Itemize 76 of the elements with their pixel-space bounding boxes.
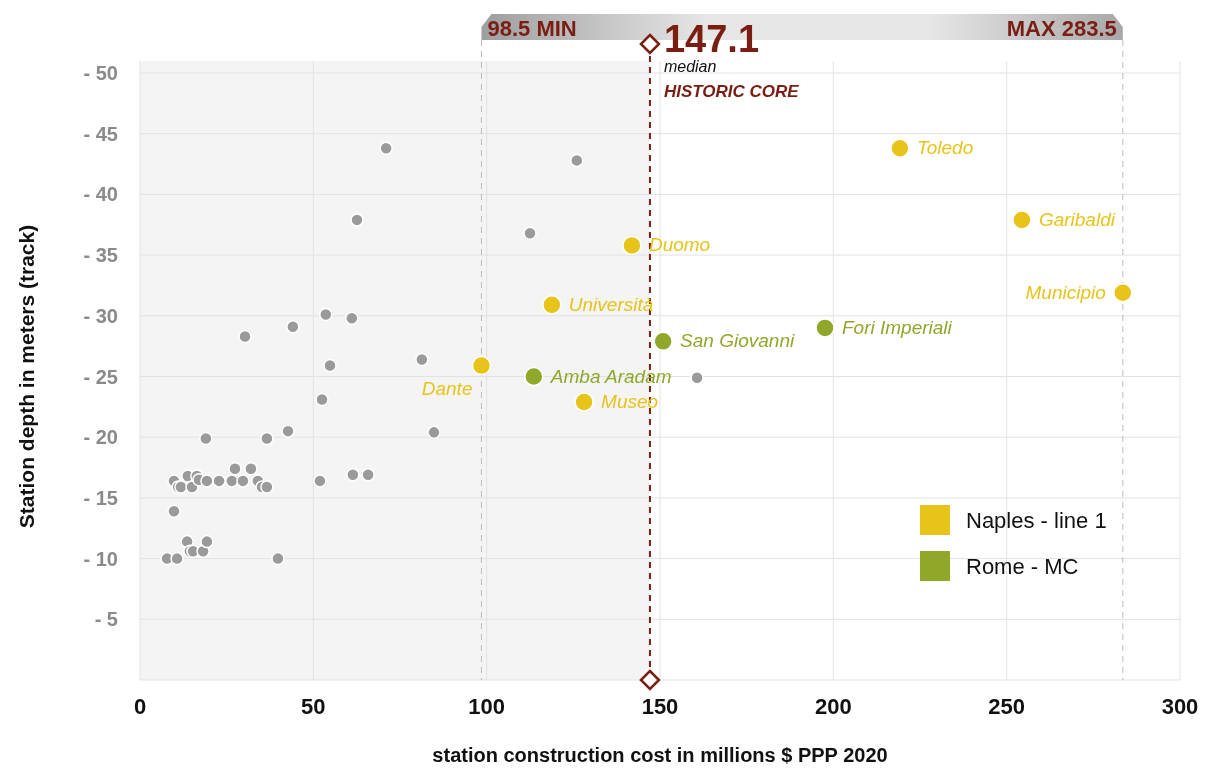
point: [361, 468, 375, 482]
ref-line-label: MAX 283.5: [1006, 16, 1117, 41]
x-tick-label: 150: [641, 694, 679, 719]
point: [653, 331, 673, 352]
point: [345, 311, 359, 325]
point: [690, 370, 704, 385]
annotation: Dante: [421, 377, 473, 399]
x-tick-label: 250: [988, 694, 1026, 719]
point: [890, 138, 910, 159]
point: [323, 358, 337, 373]
point: [167, 504, 181, 518]
point: [570, 153, 584, 168]
point: [471, 355, 492, 376]
point: [244, 462, 258, 476]
legend-label: Rome - MC: [966, 554, 1079, 579]
annotation: median: [663, 58, 717, 75]
y-tick-label: - 35: [83, 244, 118, 267]
point: [346, 468, 360, 482]
point: [350, 213, 364, 227]
y-tick-label: - 45: [83, 122, 118, 145]
point: [574, 392, 594, 412]
point: [271, 551, 285, 566]
annotation: Municipio: [1025, 281, 1106, 303]
annotation: Garibaldi: [1038, 208, 1116, 230]
ref-line-label: 98.5 MIN: [487, 16, 577, 41]
x-tick-label: 100: [468, 694, 506, 719]
annotation: Museo: [601, 390, 659, 412]
band-label: HISTORIC CORE: [663, 82, 800, 101]
point: [524, 366, 544, 387]
y-tick-label: - 40: [83, 183, 118, 206]
x-tick-label: 0: [133, 694, 147, 719]
point: [199, 431, 213, 446]
point: [1113, 282, 1133, 303]
point: [228, 462, 242, 476]
x-tick-label: 200: [814, 694, 852, 719]
point: [542, 295, 562, 315]
y-tick-label: - 15: [83, 486, 118, 509]
point: [200, 534, 214, 549]
annotation: Università: [568, 293, 654, 315]
point: [200, 474, 214, 488]
y-axis-title: Station depth in meters (track): [15, 224, 38, 529]
point: [260, 480, 274, 494]
point: [379, 141, 393, 156]
annotation: Fori Imperiali: [842, 316, 953, 338]
point: [260, 431, 274, 446]
y-tick-label: - 5: [94, 608, 118, 631]
point: [281, 424, 295, 438]
annotation: Duomo: [648, 234, 711, 256]
annotation: Toledo: [916, 137, 974, 159]
y-tick-label: - 25: [83, 365, 118, 388]
point: [225, 474, 239, 488]
point: [286, 319, 300, 334]
point: [622, 235, 642, 256]
x-tick-label: 300: [1161, 694, 1199, 719]
point: [238, 329, 252, 344]
point: [313, 474, 327, 488]
y-tick-label: - 10: [83, 547, 118, 570]
x-axis-title: station construction cost in millions $ PPP 2020: [432, 744, 888, 766]
point: [236, 474, 250, 488]
point: [523, 226, 537, 240]
point: [319, 307, 333, 322]
point: [315, 392, 329, 407]
point: [170, 551, 184, 566]
x-tick-label: 50: [301, 694, 326, 719]
legend-label: Naples - line 1: [966, 508, 1107, 533]
y-tick-label: - 30: [83, 304, 118, 327]
y-tick-label: - 20: [83, 426, 118, 449]
annotation: San Giovanni: [680, 330, 795, 352]
annotation: Amba Aradam: [549, 365, 672, 387]
point: [1012, 210, 1032, 230]
point: [427, 425, 441, 440]
point: [815, 318, 835, 338]
point: [415, 352, 429, 367]
y-tick-label: - 50: [83, 62, 118, 84]
ref-line-label: 147.1: [663, 18, 760, 60]
point: [212, 474, 226, 488]
